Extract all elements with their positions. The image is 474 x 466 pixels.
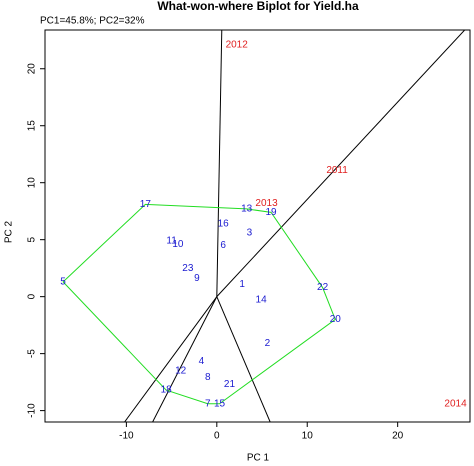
genotype-label: 5 (60, 276, 66, 287)
y-tick-label: 0 (27, 293, 38, 299)
convex-hull (62, 203, 336, 405)
genotype-label: 23 (182, 263, 194, 274)
y-tick-label: 15 (27, 120, 38, 132)
genotype-label: 15 (214, 398, 226, 409)
genotype-label: 9 (194, 273, 200, 284)
genotype-label: 1 (239, 279, 245, 290)
y-tick-label: -5 (27, 349, 38, 358)
environment-label: 2014 (444, 398, 467, 409)
y-tick-label: 20 (27, 63, 38, 75)
y-axis-label: PC 2 (4, 220, 15, 243)
x-tick-label: 10 (302, 431, 314, 442)
y-tick-label: 5 (27, 236, 38, 242)
environment-label: 2013 (255, 198, 278, 209)
x-tick-label: 20 (392, 431, 404, 442)
genotype-label: 10 (172, 239, 184, 250)
x-axis-label: PC 1 (247, 453, 270, 464)
genotype-label: 3 (247, 227, 253, 238)
plot-frame (44, 29, 471, 423)
genotype-label: 2 (265, 338, 271, 349)
genotype-label: 8 (205, 372, 211, 383)
x-tick-label: -10 (119, 431, 134, 442)
environment-label: 2012 (226, 39, 249, 50)
genotype-label: 21 (224, 379, 236, 390)
genotype-label: 18 (161, 385, 173, 396)
y-tick-label: -10 (27, 403, 38, 418)
genotype-label: 12 (175, 365, 187, 376)
sector-ray (216, 296, 271, 422)
sector-ray (152, 296, 218, 422)
genotype-label: 17 (140, 199, 152, 210)
chart-subtitle: PC1=45.8%; PC2=32% (40, 16, 145, 27)
genotype-label: 4 (199, 356, 205, 367)
genotype-label: 22 (317, 282, 329, 293)
genotype-label: 20 (330, 314, 342, 325)
sector-ray (124, 296, 218, 422)
genotype-label: 11 (166, 235, 177, 246)
genotype-label: 7 (205, 398, 211, 409)
genotype-label: 14 (256, 295, 268, 306)
y-tick-label: 10 (27, 177, 38, 189)
sector-ray (216, 30, 223, 297)
chart-title: What-won-where Biplot for Yield.ha (157, 0, 359, 13)
genotype-label: 19 (266, 207, 278, 218)
genotype-label: 16 (218, 218, 230, 229)
x-tick-label: 0 (214, 431, 220, 442)
genotype-label: 13 (241, 204, 253, 215)
environment-label: 2011 (326, 165, 348, 176)
sector-ray (216, 30, 466, 297)
genotype-label: 6 (220, 240, 226, 251)
